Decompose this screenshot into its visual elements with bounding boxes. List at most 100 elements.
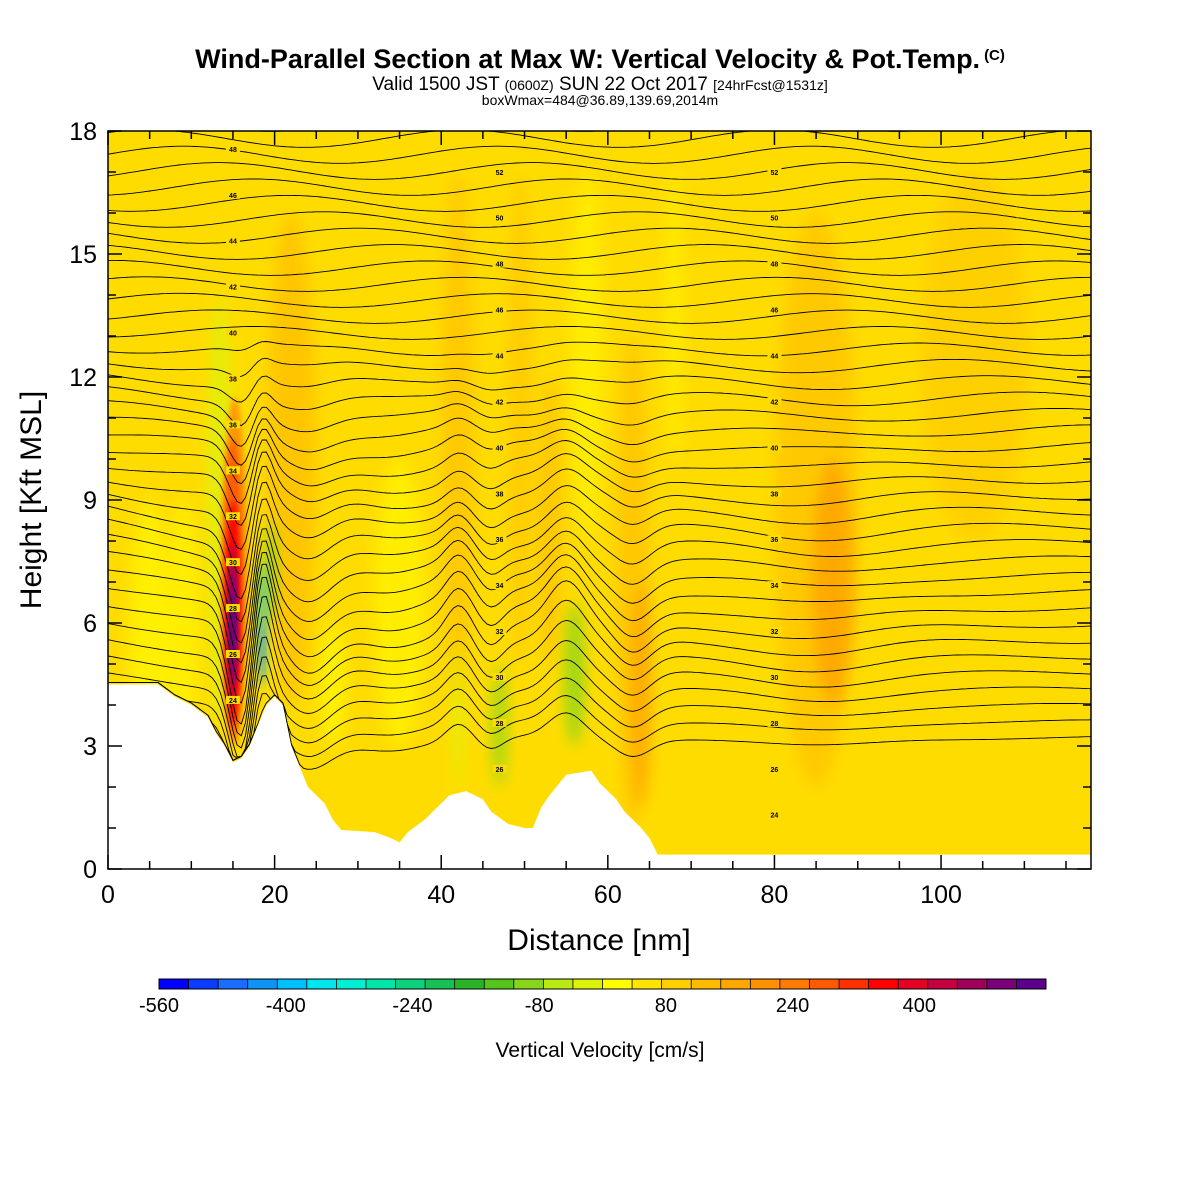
contour-label-text: 30 — [496, 675, 504, 682]
isentrope-line — [108, 498, 1091, 600]
contour-label-text: 28 — [496, 721, 504, 728]
colorbar-swatch — [602, 979, 633, 989]
contour-label: 30 — [492, 672, 507, 682]
colorbar-frame — [158, 978, 1047, 990]
contour-label: 26 — [225, 649, 240, 659]
contour-label: 46 — [225, 190, 240, 200]
contour-label-bg — [492, 351, 507, 360]
isentrope-line — [108, 178, 1091, 196]
contour-label-bg — [767, 305, 782, 314]
isentrope-line — [108, 309, 1091, 324]
contour-label: 40 — [767, 443, 782, 452]
contour-label-text: 46 — [771, 308, 779, 315]
valid-utc: (0600Z) — [504, 77, 554, 93]
contour-label-bg — [225, 374, 240, 383]
shading-blob — [320, 623, 346, 746]
x-tick-label: 80 — [761, 881, 789, 909]
contour-label-text: 40 — [496, 445, 504, 452]
contour-label-text: 38 — [771, 491, 779, 498]
contour-label-bg — [492, 627, 507, 636]
contour-label-text: 26 — [496, 767, 504, 774]
contour-label-text: 36 — [496, 537, 504, 544]
colorbar-label: 80 — [655, 995, 677, 1017]
shading-blob — [811, 459, 854, 705]
contour-label-text: 40 — [771, 445, 779, 452]
copyright-mark: (C) — [984, 47, 1005, 64]
shading-blob — [451, 643, 465, 787]
colorbar-swatch — [898, 979, 929, 989]
contour-label-text: 44 — [771, 354, 779, 361]
shading-blob — [537, 377, 563, 664]
colorbar-label: -80 — [525, 995, 554, 1017]
contour-label-text: 24 — [771, 813, 779, 820]
isentrope-line — [108, 428, 1091, 485]
contour-label-bg — [225, 236, 240, 245]
axis-ticks — [107, 130, 1091, 870]
isentrope-line — [108, 636, 1091, 758]
y-tick-label: 6 — [83, 610, 97, 638]
contour-label-text: 44 — [229, 239, 237, 246]
velocity-shading — [128, 172, 1029, 828]
colorbar-swatch — [809, 979, 840, 989]
isentrope-line — [108, 145, 1091, 164]
contour-label: 44 — [767, 351, 782, 361]
contour-label-text: 40 — [229, 331, 237, 338]
contour-label-bg — [225, 649, 240, 658]
contour-label: 40 — [225, 328, 240, 338]
x-tick-label: 20 — [261, 881, 289, 909]
contour-label: 42 — [225, 282, 240, 292]
contour-labels: 24 26 28 30 32 34 36 38 40 42 44 46 48 26 28 30 32 34 36 38… — [225, 144, 782, 820]
contour-label: 50 — [492, 213, 507, 223]
colorbar-swatch — [868, 979, 899, 989]
contour-label: 32 — [492, 627, 507, 636]
colorbar-label: 400 — [903, 995, 936, 1017]
colorbar-swatch — [306, 979, 337, 989]
contour-label-text: 38 — [229, 376, 237, 383]
plot-area: 24 26 28 30 32 34 36 38 40 42 44 46 48 26 28 30 32 34 36 38… — [108, 131, 1091, 869]
shading-blob — [570, 172, 604, 541]
x-axis-title: Distance [nm] — [507, 924, 690, 957]
contour-label: 46 — [492, 305, 507, 315]
colorbar-swatch — [247, 979, 278, 989]
contour-label: 36 — [225, 420, 240, 429]
x-tick-label: 60 — [594, 881, 622, 909]
contour-label-bg — [767, 672, 782, 681]
contour-label: 32 — [767, 627, 782, 636]
chart-subtitle: Valid 1500 JST (0600Z) SUN 22 Oct 2017 [… — [0, 74, 1200, 96]
x-tick-label: 40 — [427, 881, 455, 909]
contour-label-text: 28 — [771, 721, 779, 728]
contour-label-text: 38 — [496, 491, 504, 498]
isentrope-line — [108, 341, 1091, 357]
isentrope-lines — [108, 131, 1091, 770]
contour-label-bg — [225, 512, 240, 521]
contour-label-bg — [767, 259, 782, 268]
colorbar-swatch — [543, 979, 574, 989]
isentrope-line — [108, 162, 1091, 180]
contour-label-bg — [767, 397, 782, 406]
isentrope-line — [108, 259, 1091, 276]
contour-label: 34 — [225, 466, 240, 475]
colorbar-swatch — [454, 979, 485, 989]
contour-label-bg — [492, 718, 507, 727]
isentrope-line — [108, 540, 1091, 664]
contour-label-bg — [767, 351, 782, 360]
contour-label-text: 30 — [229, 560, 237, 567]
colorbar-swatch — [839, 979, 870, 989]
isentrope-line — [108, 244, 1091, 260]
isentrope-line — [108, 374, 1091, 403]
contour-label-bg — [492, 397, 507, 406]
y-tick-label: 12 — [69, 364, 97, 392]
contour-label: 42 — [492, 397, 507, 406]
shading-blob — [564, 602, 585, 746]
contour-label-text: 46 — [229, 193, 237, 200]
contour-label-text: 48 — [229, 147, 237, 154]
contour-label-text: 52 — [496, 170, 504, 177]
contour-label-bg — [492, 672, 507, 681]
isentrope-line — [108, 528, 1091, 644]
contour-label-bg — [767, 443, 782, 452]
contour-label-text: 50 — [496, 216, 504, 223]
contour-label: 28 — [767, 718, 782, 728]
colorbar-swatch — [425, 979, 456, 989]
shading-blob — [166, 500, 200, 746]
